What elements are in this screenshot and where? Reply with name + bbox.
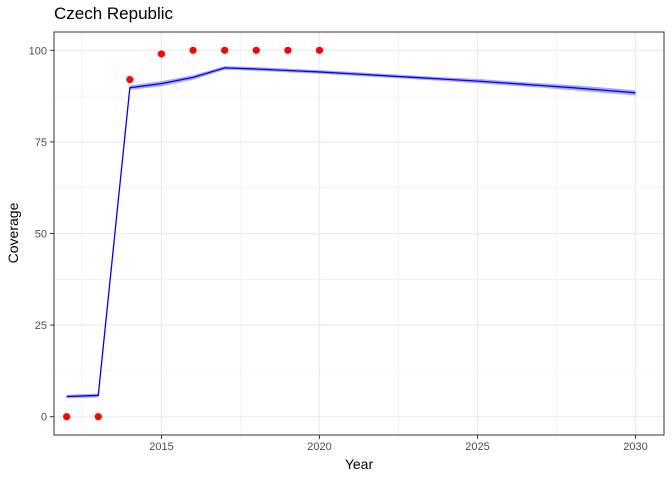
y-axis: 0 25 50 75 100	[29, 45, 54, 424]
grid	[54, 32, 664, 435]
x-tick-label: 2020	[307, 441, 331, 453]
chart-title: Czech Republic	[54, 4, 174, 23]
x-tick-label: 2030	[623, 441, 647, 453]
y-tick-label: 100	[29, 45, 47, 57]
y-tick-label: 50	[35, 229, 47, 241]
y-tick-label: 0	[41, 412, 47, 424]
estimate-line	[66, 67, 636, 398]
x-axis: 2015 2020 2025 2030	[149, 435, 648, 453]
x-axis-title: Year	[345, 456, 374, 472]
observed-point	[284, 46, 292, 54]
observed-point	[63, 413, 71, 421]
y-tick-label: 25	[35, 320, 47, 332]
observed-point	[157, 50, 166, 58]
observed-point	[252, 46, 260, 54]
observed-point	[315, 46, 324, 54]
observed-point	[189, 46, 197, 54]
x-tick-label: 2025	[465, 441, 489, 453]
x-tick-label: 2015	[149, 441, 173, 453]
observed-point	[126, 76, 134, 84]
observed-point	[94, 413, 102, 421]
observed-points	[63, 46, 324, 421]
y-tick-label: 75	[35, 137, 47, 149]
y-axis-title: Coverage	[5, 202, 21, 263]
estimate-series-line	[66, 67, 636, 398]
observed-point	[221, 46, 229, 54]
